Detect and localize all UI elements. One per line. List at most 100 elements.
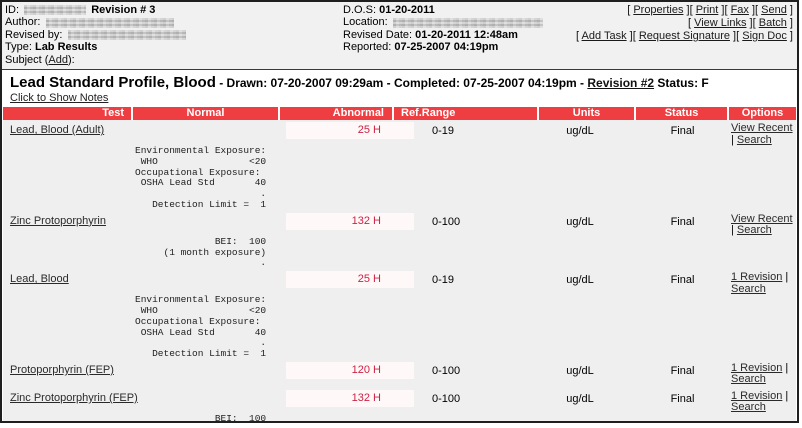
test-cell: Zinc Protoporphyrin (FEP) (3, 390, 286, 404)
table-row: Zinc Protoporphyrin (FEP) 132 H 0-100 ug… (3, 389, 796, 414)
id-row: ID: Revision # 3 (5, 4, 343, 16)
search-link[interactable]: Search (736, 224, 772, 237)
units-cell: ug/dL (566, 392, 594, 405)
fax-button[interactable]: Fax (730, 4, 749, 16)
view-recent-link[interactable]: View Recent (731, 212, 793, 225)
ref-range-cell: 0-19 (432, 125, 455, 138)
search-link[interactable]: Search (736, 133, 772, 146)
ref-range-cell: 0-100 (432, 215, 461, 228)
revised-by-label: Revised by: (5, 28, 63, 41)
revision-number: Revision # 3 (91, 4, 156, 16)
test-cell: Lead, Blood (3, 271, 286, 285)
status-cell: Final (670, 364, 695, 377)
table-header-row: Test Normal Abnormal Ref.Range Units Sta… (3, 107, 796, 121)
result-note: BEI: 100 (1 month exposure) . (214, 412, 267, 423)
author-label: Author: (5, 16, 41, 29)
view-recent-link[interactable]: View Recent (731, 122, 793, 135)
sign-doc-button[interactable]: Sign Doc (742, 30, 787, 42)
test-link-protoporphyrin-fep[interactable]: Protoporphyrin (FEP) (10, 363, 114, 376)
show-notes-row: Click to Show Notes (10, 91, 791, 106)
search-link[interactable]: Search (731, 282, 766, 295)
test-link-zinc-protoporphyrin-fep[interactable]: Zinc Protoporphyrin (FEP) (10, 391, 138, 404)
lab-results-table: Test Normal Abnormal Ref.Range Units Sta… (3, 107, 796, 423)
print-button[interactable]: Print (695, 4, 719, 16)
dos-row: D.O.S: 01-20-2011 (343, 4, 575, 16)
options-cell: 1 Revision | Search (729, 362, 796, 386)
title-separator: - (215, 76, 227, 91)
subject-label: Subject ( (5, 53, 49, 66)
title-band: Lead Standard Profile, Blood - Drawn: 07… (2, 70, 797, 108)
revision-count-link[interactable]: 1 Revision (731, 389, 783, 402)
revision-count-link[interactable]: 1 Revision (731, 271, 783, 284)
subject-row: Subject (Add): (5, 54, 343, 66)
units-cell: ug/dL (566, 125, 594, 138)
abnormal-value-cell: 25 H (286, 271, 414, 289)
options-separator: | (731, 133, 737, 146)
status-cell: Final (670, 215, 695, 228)
page-title: Lead Standard Profile, Blood (10, 74, 216, 92)
type-row: Type: Lab Results (5, 41, 343, 53)
location-row: Location: (343, 16, 575, 28)
view-links-button[interactable]: View Links (694, 17, 747, 29)
click-to-show-notes-link[interactable]: Click to Show Notes (10, 92, 109, 105)
status-cell: Final (670, 392, 695, 405)
units-cell: ug/dL (566, 364, 594, 377)
test-link-zinc-protoporphyrin[interactable]: Zinc Protoporphyrin (10, 214, 106, 227)
column-header-ref-range: Ref.Range (394, 107, 539, 121)
send-button[interactable]: Send (761, 4, 787, 16)
redacted-id-value (24, 5, 87, 16)
subject-label-suffix: ): (68, 53, 75, 66)
test-link-lead-blood-adult[interactable]: Lead, Blood (Adult) (10, 124, 105, 137)
ref-range-cell: 0-19 (432, 274, 455, 287)
options-cell: 1 Revision | Search (729, 271, 796, 295)
status-cell: Final (670, 274, 695, 287)
document-title-line: Lead Standard Profile, Blood - Drawn: 07… (10, 74, 791, 91)
reported-label: Reported: (343, 41, 392, 54)
test-link-lead-blood[interactable]: Lead, Blood (10, 273, 69, 286)
properties-button[interactable]: Properties (633, 4, 684, 16)
subject-add-link[interactable]: Add (48, 53, 68, 66)
result-note: BEI: 100 (1 month exposure) . (163, 235, 267, 269)
location-label: Location: (343, 16, 388, 29)
status-text: Status: F (654, 76, 709, 91)
units-cell: ug/dL (566, 215, 594, 228)
revision-link[interactable]: Revision #2 (587, 76, 655, 91)
options-separator: | (782, 389, 789, 402)
batch-button[interactable]: Batch (758, 17, 787, 29)
column-header-abnormal: Abnormal (280, 107, 394, 121)
meta-left-column: ID: Revision # 3 Author: Revised by: Typ… (5, 4, 343, 66)
options-separator: | (731, 224, 737, 237)
dos-label: D.O.S: (343, 4, 377, 16)
column-header-status: Status (636, 107, 729, 121)
result-note: Environmental Exposure: WHO <20 Occupati… (135, 145, 267, 211)
abnormal-value-cell: 120 H (286, 361, 414, 379)
request-signature-button[interactable]: Request Signature (638, 30, 730, 42)
status-cell: Final (670, 125, 695, 138)
options-cell: 1 Revision | Search (729, 390, 796, 414)
units-cell: ug/dL (566, 274, 594, 287)
abnormal-value-cell: 25 H (286, 122, 414, 140)
id-label: ID: (5, 4, 20, 16)
reported-row: Reported: 07-25-2007 04:19pm (343, 41, 575, 53)
revised-date-label: Revised Date: (343, 28, 413, 41)
document-meta-header: ID: Revision # 3 Author: Revised by: Typ… (2, 2, 797, 71)
revised-by-row: Revised by: (5, 29, 343, 41)
test-cell: Zinc Protoporphyrin (3, 213, 286, 227)
result-note: Environmental Exposure: WHO <20 Occupati… (135, 294, 267, 360)
reported-value: 07-25-2007 04:19pm (394, 41, 499, 54)
search-link[interactable]: Search (731, 401, 766, 414)
author-row: Author: (5, 16, 343, 28)
redacted-location-value (392, 17, 543, 28)
ref-range-cell: 0-100 (432, 392, 461, 405)
column-header-options: Options (741, 107, 784, 120)
revised-date-row: Revised Date: 01-20-2011 12:48am (343, 29, 575, 41)
add-task-button[interactable]: Add Task (581, 30, 627, 42)
revision-count-link[interactable]: 1 Revision (731, 361, 783, 374)
revised-date-value: 01-20-2011 12:48am (415, 28, 518, 41)
search-link[interactable]: Search (731, 373, 766, 386)
options-cell: View Recent | Search (729, 213, 796, 237)
options-separator: | (782, 361, 789, 374)
table-row: Lead, Blood 25 H 0-19 ug/dL Final 1 Revi… (3, 271, 796, 295)
test-cell: Protoporphyrin (FEP) (3, 362, 286, 376)
